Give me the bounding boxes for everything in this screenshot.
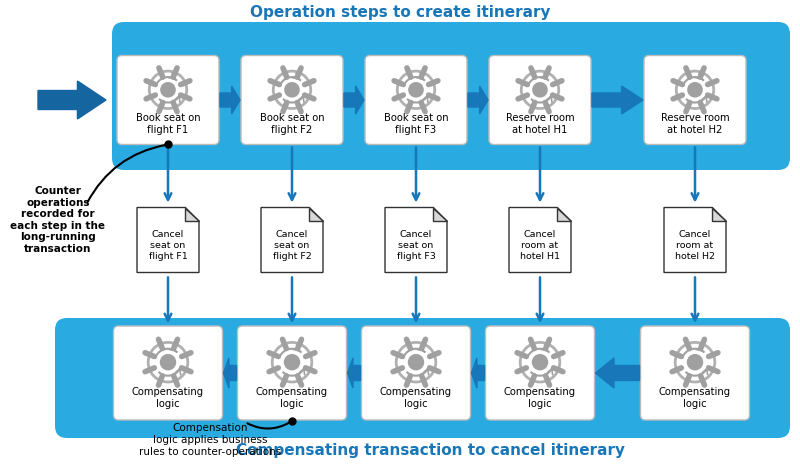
FancyArrowPatch shape <box>247 422 290 429</box>
Text: Compensating
logic: Compensating logic <box>132 387 204 409</box>
Text: Cancel
seat on
flight F2: Cancel seat on flight F2 <box>273 230 311 261</box>
Text: Compensation
logic applies business
rules to counter-operations: Compensation logic applies business rule… <box>139 424 281 457</box>
FancyBboxPatch shape <box>641 326 750 420</box>
Circle shape <box>687 355 702 370</box>
Circle shape <box>688 83 702 97</box>
Text: Compensating
logic: Compensating logic <box>504 387 576 409</box>
Polygon shape <box>261 207 323 272</box>
Polygon shape <box>38 81 106 119</box>
Text: Reserve room
at hotel H2: Reserve room at hotel H2 <box>661 113 730 135</box>
Text: Reserve room
at hotel H1: Reserve room at hotel H1 <box>506 113 574 135</box>
Text: Compensating
logic: Compensating logic <box>256 387 328 409</box>
Polygon shape <box>592 86 643 114</box>
FancyBboxPatch shape <box>112 22 790 170</box>
Polygon shape <box>434 207 447 221</box>
FancyBboxPatch shape <box>55 318 790 438</box>
Circle shape <box>285 355 299 370</box>
Polygon shape <box>310 207 323 221</box>
Polygon shape <box>468 86 488 114</box>
Circle shape <box>409 355 423 370</box>
FancyBboxPatch shape <box>486 326 594 420</box>
Text: Compensating
logic: Compensating logic <box>380 387 452 409</box>
Polygon shape <box>509 207 571 272</box>
FancyBboxPatch shape <box>489 55 591 145</box>
Polygon shape <box>186 207 199 221</box>
Circle shape <box>161 355 175 370</box>
Polygon shape <box>223 358 237 388</box>
Text: Book seat on
flight F3: Book seat on flight F3 <box>384 113 448 135</box>
FancyBboxPatch shape <box>238 326 346 420</box>
Text: Book seat on
flight F2: Book seat on flight F2 <box>260 113 324 135</box>
Text: Cancel
room at
hotel H2: Cancel room at hotel H2 <box>675 230 715 261</box>
Text: Book seat on
flight F1: Book seat on flight F1 <box>136 113 200 135</box>
FancyArrowPatch shape <box>87 145 166 203</box>
Circle shape <box>533 355 547 370</box>
Text: Operation steps to create itinerary: Operation steps to create itinerary <box>250 5 550 20</box>
Text: Cancel
seat on
flight F1: Cancel seat on flight F1 <box>149 230 187 261</box>
FancyBboxPatch shape <box>644 55 746 145</box>
Polygon shape <box>712 207 726 221</box>
Polygon shape <box>385 207 447 272</box>
Text: Counter
operations
recorded for
each step in the
long-running
transaction: Counter operations recorded for each ste… <box>10 186 106 254</box>
Text: Compensating
logic: Compensating logic <box>659 387 731 409</box>
Polygon shape <box>220 86 240 114</box>
Polygon shape <box>558 207 571 221</box>
Polygon shape <box>137 207 199 272</box>
Text: Cancel
seat on
flight F3: Cancel seat on flight F3 <box>397 230 435 261</box>
Circle shape <box>285 83 299 97</box>
Polygon shape <box>347 358 361 388</box>
Polygon shape <box>471 358 485 388</box>
Circle shape <box>161 83 175 97</box>
FancyBboxPatch shape <box>114 326 222 420</box>
Circle shape <box>409 83 423 97</box>
Text: Cancel
room at
hotel H1: Cancel room at hotel H1 <box>520 230 560 261</box>
FancyBboxPatch shape <box>241 55 343 145</box>
Polygon shape <box>595 358 639 388</box>
Text: Compensating transaction to cancel itinerary: Compensating transaction to cancel itine… <box>235 443 625 458</box>
FancyBboxPatch shape <box>362 326 470 420</box>
Circle shape <box>533 83 547 97</box>
FancyBboxPatch shape <box>117 55 219 145</box>
Polygon shape <box>344 86 364 114</box>
Polygon shape <box>664 207 726 272</box>
FancyBboxPatch shape <box>365 55 467 145</box>
